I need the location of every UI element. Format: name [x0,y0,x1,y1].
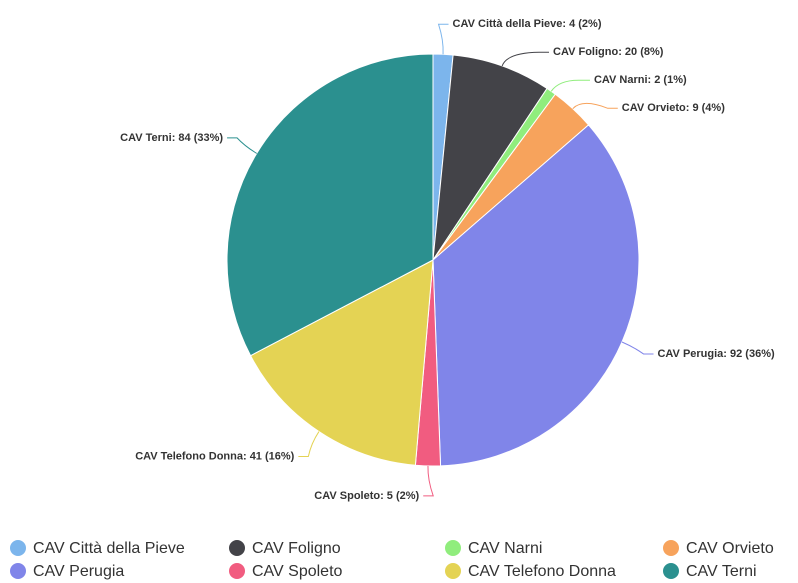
connector [621,341,654,355]
pie-slice[interactable] [432,54,548,261]
legend-marker[interactable] [229,540,245,556]
data-label: CAV Telefono Donna: 41 (16%) [135,450,294,462]
pie-slice[interactable] [226,53,434,357]
pie-slice[interactable] [432,124,640,467]
connector [437,23,449,55]
legend-label[interactable]: CAV Orvieto [686,540,774,557]
data-label: CAV Orvieto: 9 (4%) [622,102,725,114]
legend-label[interactable]: CAV Spoleto [252,563,343,580]
legend-marker[interactable] [445,540,461,556]
data-label: CAV Foligno: 20 (8%) [553,46,664,58]
legend-marker[interactable] [445,563,461,579]
legend-label[interactable]: CAV Telefono Donna [468,563,616,580]
data-label: CAV Città della Pieve: 4 (2%) [453,18,602,30]
legend-marker[interactable] [10,563,26,579]
data-label: CAV Narni: 2 (1%) [594,74,687,86]
legend-marker[interactable] [663,540,679,556]
legend-label[interactable]: CAV Terni [686,563,757,580]
legend-label[interactable]: CAV Foligno [252,540,341,557]
legend-label[interactable]: CAV Città della Pieve [33,540,185,557]
pie-slice[interactable] [249,259,434,466]
data-label: CAV Spoleto: 5 (2%) [314,490,419,502]
legend-label[interactable]: CAV Narni [468,540,542,557]
legend-marker[interactable] [10,540,26,556]
data-label: CAV Perugia: 92 (36%) [657,348,775,360]
data-label: CAV Terni: 84 (33%) [120,132,223,144]
connector [550,79,590,92]
connector [572,102,618,110]
connector [423,465,434,497]
connector [227,137,257,154]
legend-label[interactable]: CAV Perugia [33,563,124,580]
connector [298,431,320,458]
legend-marker[interactable] [229,563,245,579]
connector [501,51,550,67]
legend-marker[interactable] [663,563,679,579]
